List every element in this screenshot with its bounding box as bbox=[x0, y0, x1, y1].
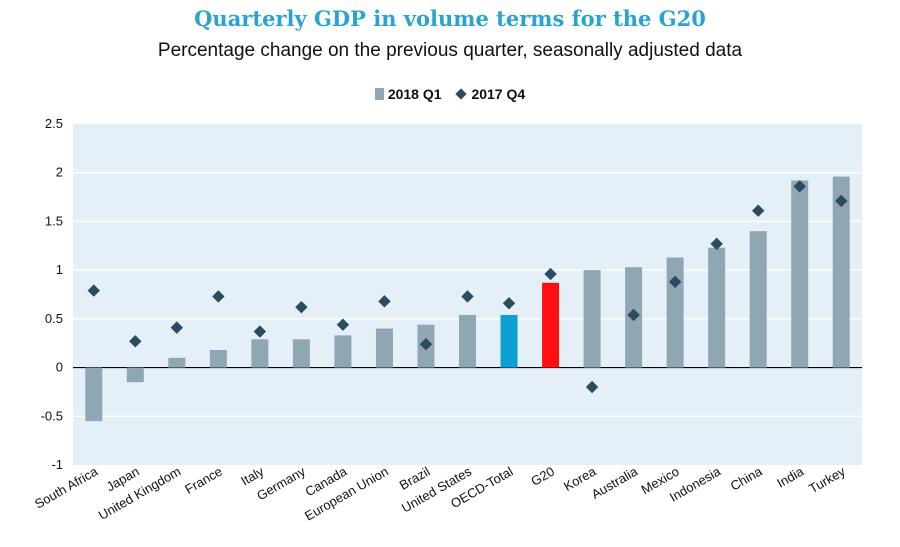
category-label: South Africa bbox=[32, 463, 101, 511]
marker-china bbox=[751, 204, 765, 217]
bar-germany bbox=[292, 339, 310, 368]
marker-south-africa bbox=[87, 284, 100, 297]
bar-united-kingdom bbox=[168, 357, 186, 368]
marker-korea bbox=[585, 380, 599, 394]
y-tick-label: -0.5 bbox=[41, 408, 63, 423]
y-tick-label: 2 bbox=[56, 165, 63, 180]
legend-label-marker: 2017 Q4 bbox=[471, 86, 526, 102]
marker-brazil bbox=[419, 337, 433, 351]
category-label: France bbox=[182, 464, 225, 497]
y-tick-label: -1 bbox=[51, 457, 63, 472]
marker-italy bbox=[253, 325, 267, 338]
bar-italy bbox=[251, 339, 269, 368]
marker-australia bbox=[627, 308, 640, 322]
category-label: Australia bbox=[589, 463, 641, 502]
y-tick-label: 0.5 bbox=[45, 311, 63, 326]
legend-item-marker: 2017 Q4 bbox=[455, 86, 526, 102]
bar-canada bbox=[334, 335, 352, 368]
marker-oecd-total bbox=[502, 297, 516, 310]
bar-turkey bbox=[832, 176, 850, 368]
legend: 2018 Q1 2017 Q4 bbox=[0, 86, 900, 102]
bar-indonesia bbox=[708, 247, 726, 368]
marker-japan bbox=[129, 335, 142, 348]
bar-mexico bbox=[666, 257, 684, 368]
bar-france bbox=[209, 350, 227, 368]
y-tick-label: 0 bbox=[56, 360, 63, 375]
bar-g20 bbox=[542, 282, 560, 368]
category-label: India bbox=[774, 463, 807, 490]
y-tick-label: 1 bbox=[56, 262, 63, 277]
marker-european-union bbox=[378, 295, 391, 308]
marker-united-states bbox=[461, 290, 474, 303]
marker-indonesia bbox=[710, 237, 723, 251]
bar-south-africa bbox=[85, 367, 103, 422]
category-label: Turkey bbox=[806, 463, 848, 496]
chart-subtitle: Percentage change on the previous quarte… bbox=[157, 40, 743, 61]
y-tick-label: 1.5 bbox=[45, 213, 63, 228]
bar-european-union bbox=[375, 328, 393, 368]
bar-china bbox=[749, 231, 767, 368]
bar-oecd-total bbox=[500, 314, 518, 368]
marker-france bbox=[212, 290, 225, 303]
legend-bar-swatch bbox=[374, 88, 384, 100]
bar-japan bbox=[126, 367, 144, 383]
category-label: United Kingdom bbox=[96, 464, 184, 523]
marker-turkey bbox=[835, 194, 848, 208]
category-label: G20 bbox=[528, 464, 557, 489]
legend-label-bar: 2018 Q1 bbox=[387, 86, 442, 102]
marker-canada bbox=[336, 318, 350, 331]
category-label: China bbox=[728, 463, 766, 493]
bar-india bbox=[791, 180, 809, 368]
chart-title: Quarterly GDP in volume terms for the G2… bbox=[194, 6, 706, 31]
marker-united-kingdom bbox=[170, 321, 184, 334]
bar-korea bbox=[583, 270, 601, 368]
y-tick-label: 2.5 bbox=[45, 116, 63, 131]
marker-mexico bbox=[668, 275, 682, 289]
marker-germany bbox=[295, 300, 308, 314]
legend-item-bar: 2018 Q1 bbox=[374, 86, 442, 102]
marker-india bbox=[793, 180, 806, 193]
category-label: Germany bbox=[254, 463, 308, 503]
bar-united-states bbox=[459, 314, 476, 368]
marker-g20 bbox=[544, 267, 557, 281]
